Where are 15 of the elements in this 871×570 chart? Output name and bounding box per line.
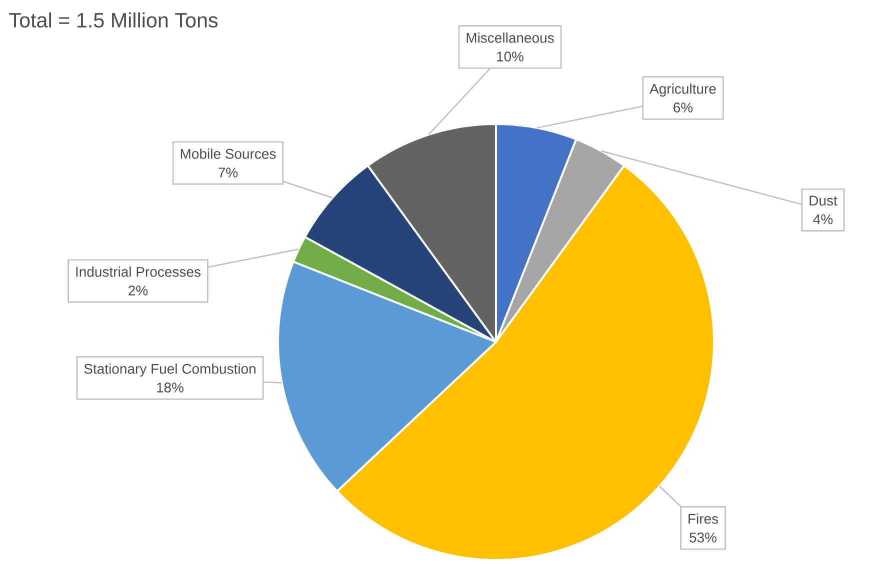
slice-label: Miscellaneous bbox=[466, 32, 554, 43]
data-label: 53% bbox=[690, 532, 716, 542]
data-label: 4% bbox=[813, 214, 833, 224]
slice-label: Stationary Fuel Combustion bbox=[84, 364, 256, 377]
data-label: 7% bbox=[218, 168, 238, 178]
slice-label: Industrial Processes bbox=[76, 266, 200, 277]
data-label: 2% bbox=[128, 286, 148, 296]
chart-title: Total = 1.5 Million Tons bbox=[9, 12, 218, 28]
data-label: 18% bbox=[157, 382, 184, 392]
slice-label: Fires bbox=[688, 514, 718, 524]
slice-label: Agriculture bbox=[650, 84, 716, 97]
slice-label: Dust bbox=[810, 196, 838, 206]
data-label: 10% bbox=[497, 52, 524, 62]
slice-label: Mobile Sources bbox=[180, 148, 276, 159]
data-label: 6% bbox=[674, 102, 693, 112]
